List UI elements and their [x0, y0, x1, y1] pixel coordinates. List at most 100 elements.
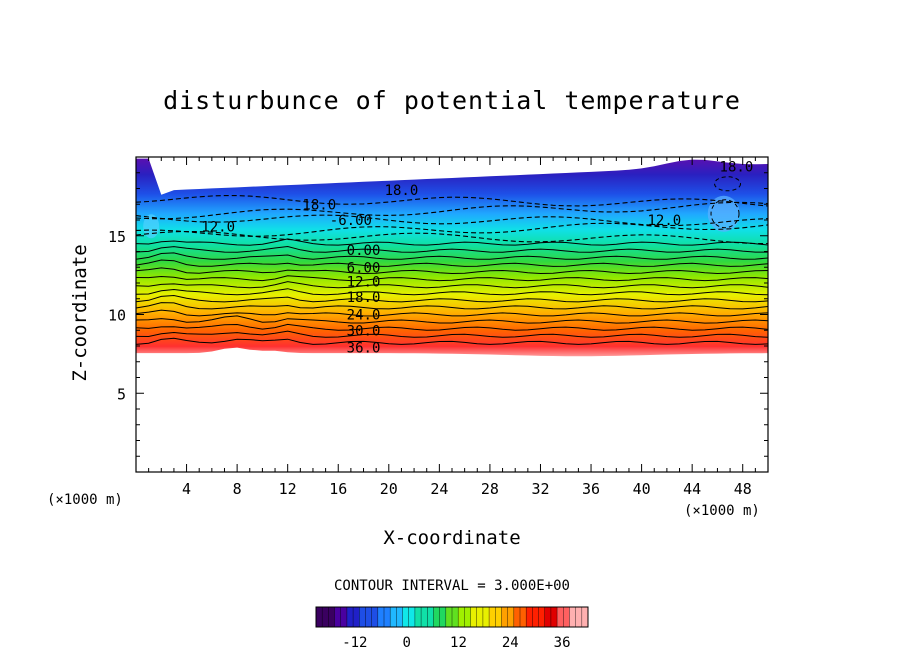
contour-line — [135, 302, 769, 310]
contour-line — [135, 337, 769, 345]
colorbar-cell — [414, 607, 422, 627]
contour-label: 0.00 — [347, 243, 381, 259]
colorbar-cell — [520, 607, 527, 627]
x-tick-label: 20 — [380, 480, 398, 498]
colorbar-cell — [322, 607, 329, 627]
colorbar-cell — [581, 607, 589, 627]
contour-line — [135, 238, 769, 246]
colorbar-cell — [433, 607, 440, 627]
contour-line — [135, 288, 769, 296]
contour-line — [135, 281, 769, 289]
contour-interval-label: CONTOUR INTERVAL = 3.000E+00 — [333, 578, 570, 594]
contour-line — [135, 275, 769, 282]
contour-label: 36.0 — [347, 341, 381, 357]
colorbar-cell — [458, 607, 465, 627]
colorbar-cell — [353, 607, 360, 627]
contour-label: -6.00 — [330, 213, 372, 229]
contour-label: 12.0 — [647, 213, 681, 229]
contour-line — [135, 294, 769, 303]
contour-loop — [714, 176, 742, 192]
contour-label: 18.0 — [385, 183, 419, 199]
y-axis-label: Z-coordinate — [69, 244, 91, 382]
x-tick-label: 8 — [233, 480, 242, 498]
colorbar-tick-label: 0 — [402, 635, 410, 651]
colorbar-cell — [402, 607, 410, 627]
colorbar-cell — [532, 607, 539, 627]
colorbar-cell — [396, 607, 403, 627]
contour-layer — [135, 176, 769, 345]
contour-label-layer: -6.00 0.006.00 12.0 18.0 24.030.0 36.0 12.0 18.… — [201, 159, 753, 356]
colorbar-cell — [507, 607, 515, 627]
x-tick-label: 40 — [633, 480, 651, 498]
x-tick-label: 44 — [683, 480, 701, 498]
y-tick-label: 10 — [108, 307, 126, 325]
colorbar-cell — [513, 607, 521, 627]
colorbar: -12 0 12 24 36 — [315, 606, 589, 651]
colorbar-cell — [328, 607, 335, 627]
x-tick-label: 48 — [734, 480, 752, 498]
colorbar-cell — [476, 607, 484, 627]
field-layer — [136, 158, 768, 357]
contour-line — [135, 309, 769, 317]
colorbar-tick-label: 12 — [450, 635, 467, 651]
contour-line — [135, 259, 769, 267]
colorbar-cell — [452, 607, 459, 627]
x-tick-label: 12 — [279, 480, 297, 498]
contour-line — [135, 245, 768, 253]
colorbar-cell — [316, 607, 323, 627]
colorbar-cell — [390, 607, 397, 627]
contour-line — [135, 267, 769, 275]
contour-label: 12.0 — [201, 219, 235, 235]
x-tick-label: 36 — [582, 480, 600, 498]
contour-label: 24.0 — [347, 308, 381, 324]
colorbar-cell — [359, 607, 366, 627]
colorbar-cell — [563, 607, 570, 627]
contour-loop — [710, 199, 740, 229]
contour-line — [135, 330, 769, 338]
y-tick-label: 15 — [108, 228, 126, 246]
contour-label: 18.0 — [302, 197, 336, 213]
x-unit-label-left: (×1000 m) — [47, 492, 123, 508]
cold-cell-right — [707, 195, 740, 232]
colorbar-cell — [445, 607, 453, 627]
contour-line-negative — [135, 222, 769, 237]
contour-label: 6.00 — [347, 260, 381, 276]
y-unit-label-right: (×1000 m) — [684, 503, 760, 519]
colorbar-cell — [346, 607, 354, 627]
colorbar-cell — [489, 607, 496, 627]
contour-label: 18.0 — [720, 159, 754, 175]
colorbar-cell — [340, 607, 348, 627]
contour-line — [135, 315, 769, 324]
contour-line-negative — [135, 230, 768, 245]
colorbar-cell — [557, 607, 564, 627]
x-tick-label: 28 — [481, 480, 499, 498]
colorbar-tick-label: 36 — [554, 635, 571, 651]
colorbar-cell — [377, 607, 385, 627]
colorbar-cell — [482, 607, 490, 627]
colorbar-cell — [470, 607, 478, 627]
colorbar-cell — [464, 607, 471, 627]
contour-line-negative — [135, 201, 769, 220]
contour-label: 30.0 — [347, 323, 381, 339]
cold-cell-left — [143, 214, 160, 239]
contour-label: 18.0 — [347, 290, 381, 306]
colorbar-cell — [439, 607, 447, 627]
colorbar-tick-label: -12 — [342, 635, 367, 651]
colorbar-cell — [569, 607, 576, 627]
colorbar-cell — [501, 607, 508, 627]
colorbar-cell — [421, 607, 428, 627]
colorbar-cell — [495, 607, 502, 627]
colorbar-cell — [575, 607, 583, 627]
y-tick-label: 5 — [117, 385, 126, 403]
contour-line — [135, 323, 769, 331]
colorbar-cell — [371, 607, 379, 627]
colorbar-cell — [550, 607, 558, 627]
colorbar-frame — [315, 606, 589, 628]
x-tick-label: 4 — [182, 480, 191, 498]
contour-line-negative — [135, 214, 769, 227]
colorbar-cell — [408, 607, 416, 627]
contour-line-negative — [135, 194, 769, 207]
chart-title: disturbunce of potential temperature — [163, 86, 741, 115]
